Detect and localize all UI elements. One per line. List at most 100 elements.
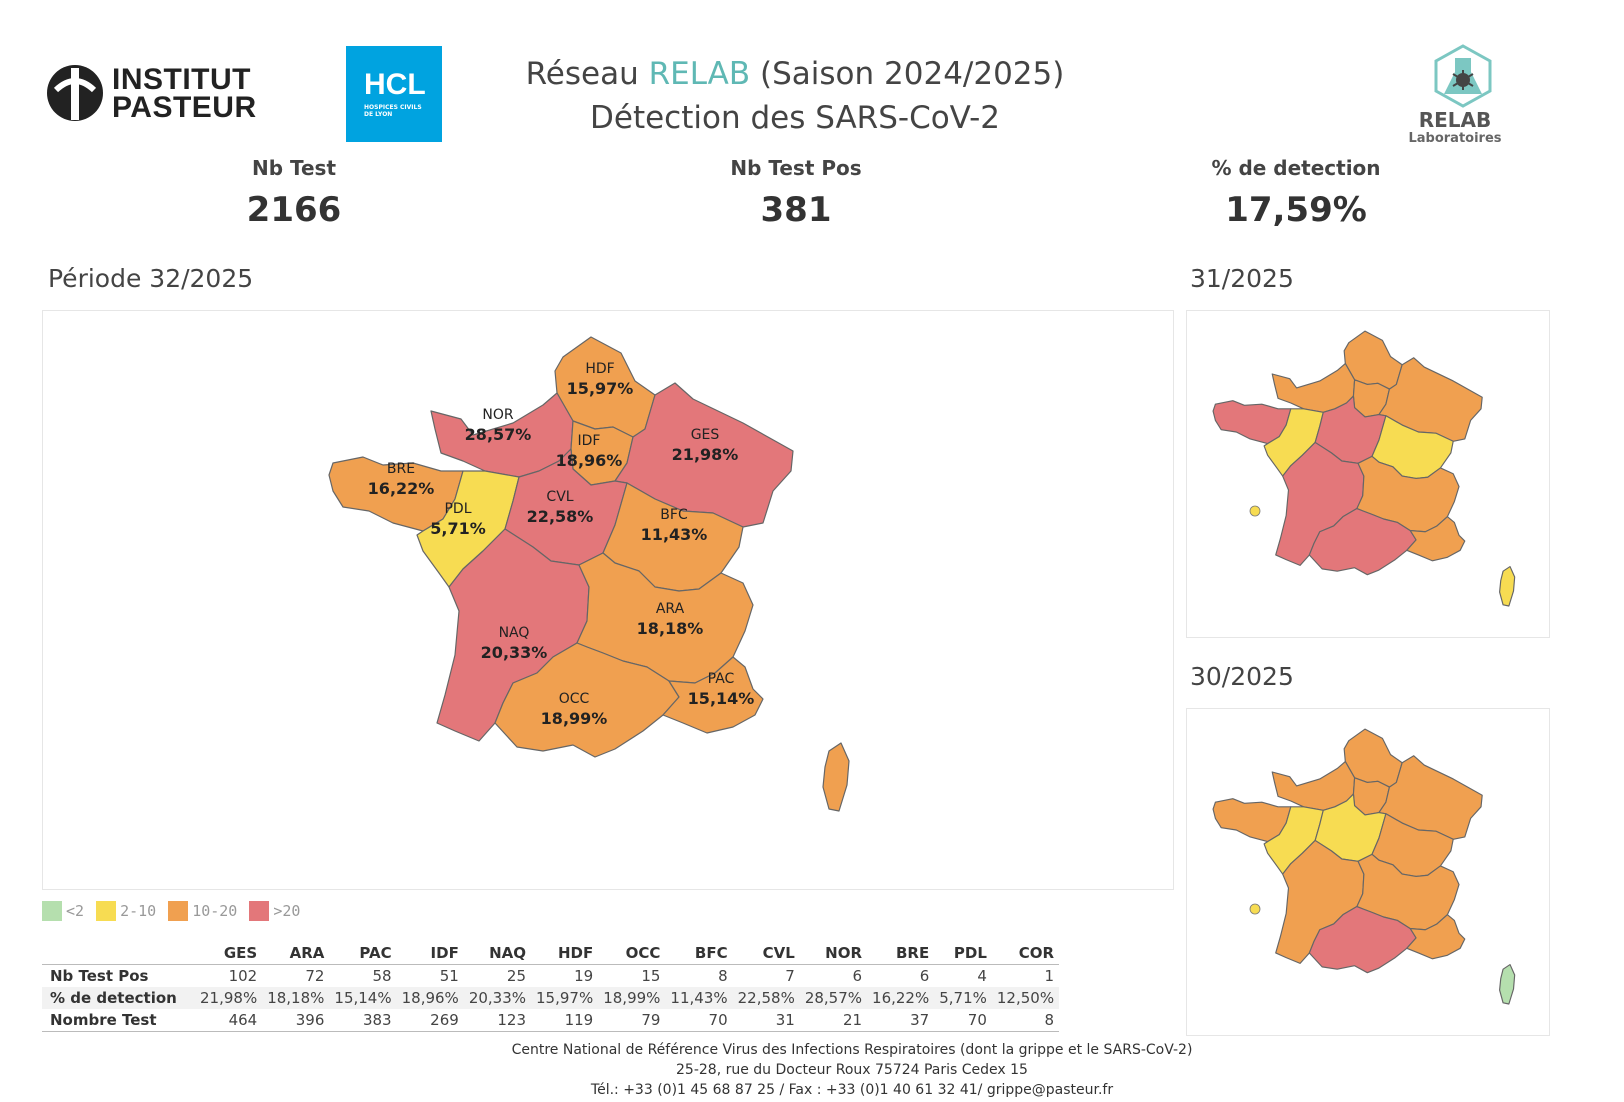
relab-flask-icon	[1434, 44, 1492, 108]
region-value-label: 5,71%	[430, 519, 486, 538]
relab-wordmark: RELAB	[1418, 108, 1492, 132]
region-overseas-dot[interactable]	[1249, 505, 1261, 517]
table-cell: 51	[396, 964, 464, 987]
region-value-label: 20,33%	[481, 643, 548, 662]
table-cell: 18,18%	[262, 987, 330, 1009]
table-cell: 1	[991, 964, 1060, 987]
table-cell: 21,98%	[195, 987, 263, 1009]
region-value-label: 15,14%	[688, 689, 755, 708]
table-cell: 70	[665, 1009, 733, 1032]
table-cell: 8	[665, 964, 733, 987]
table-row-label: Nombre Test	[42, 1009, 195, 1032]
table-cell: 15,14%	[329, 987, 397, 1009]
region-cor[interactable]	[1499, 565, 1516, 607]
side-map-2-title: 30/2025	[1190, 662, 1294, 691]
legend-swatch	[168, 901, 189, 921]
legend-item: <2	[42, 901, 84, 921]
table-cell: 25	[463, 964, 532, 987]
table-cell: 15	[598, 964, 666, 987]
table-column-header: CVL	[762, 944, 795, 962]
table-cell: 58	[329, 964, 397, 987]
legend-item: 2-10	[96, 901, 156, 921]
main-map: HDF 15,97% NOR 28,57% IDF 18,96% GES 21,98% BRE 1…	[328, 336, 850, 812]
region-code-label: OCC	[559, 691, 590, 707]
table-cell: 79	[598, 1009, 666, 1032]
relab-subtitle: Laboratoires	[1408, 131, 1502, 146]
legend-item: >20	[249, 901, 300, 921]
table-cell: 70	[934, 1009, 992, 1032]
table-cell: 6	[799, 964, 868, 987]
kpi-label-nb-test: Nb Test	[251, 156, 337, 180]
region-value-label: 15,97%	[567, 379, 634, 398]
table-cell: 15,97%	[531, 987, 599, 1009]
region-value-label: 21,98%	[672, 445, 739, 464]
table-column-header: PDL	[953, 944, 987, 962]
table-column-header: NOR	[825, 944, 863, 962]
table-cell: 11,43%	[665, 987, 733, 1009]
legend-swatch	[42, 901, 62, 921]
side-map-2	[1212, 728, 1516, 1005]
region-code-label: GES	[691, 427, 720, 443]
side-map-1-title: 31/2025	[1190, 264, 1294, 293]
legend: <2 2-10 10-20 >20	[42, 901, 312, 921]
region-code-label: NOR	[482, 407, 513, 423]
region-code-label: PAC	[708, 671, 735, 687]
region-value-label: 28,57%	[465, 425, 532, 444]
region-value-label: 11,43%	[641, 525, 708, 544]
table-column-header: ARA	[289, 944, 325, 962]
region-code-label: PDL	[444, 501, 471, 517]
table-cell: 31	[732, 1009, 800, 1032]
kpi-value-nb-test-pos: 381	[760, 190, 832, 230]
table-cell: 19	[531, 964, 599, 987]
kpi-value-detection: 17,59%	[1225, 190, 1367, 230]
table-column-header: GES	[223, 944, 258, 962]
table-cell: 383	[329, 1009, 397, 1032]
region-cor[interactable]	[822, 742, 850, 812]
table-cell: 102	[195, 964, 263, 987]
kpi-label-detection: % de detection	[1211, 156, 1381, 180]
institut-pasteur-wordmark: INSTITUT PASTEUR	[112, 63, 257, 124]
table-cell: 119	[531, 1009, 599, 1032]
table-column-header: HDF	[557, 944, 594, 962]
table-cell: 37	[867, 1009, 935, 1032]
kpi-label-nb-test-pos: Nb Test Pos	[730, 156, 862, 180]
table-cell: 8	[991, 1009, 1060, 1032]
region-cor[interactable]	[1499, 963, 1516, 1005]
table-cell: 464	[195, 1009, 263, 1032]
table-cell: 5,71%	[934, 987, 992, 1009]
legend-swatch	[249, 901, 270, 921]
region-code-label: IDF	[578, 433, 601, 449]
table-cell: 28,57%	[799, 987, 868, 1009]
table-cell: 16,22%	[867, 987, 935, 1009]
region-pac[interactable]	[1406, 516, 1466, 562]
region-value-label: 16,22%	[368, 479, 435, 498]
region-value-label: 18,96%	[556, 451, 623, 470]
table-column-header: BFC	[694, 944, 728, 962]
footer-line: 25-28, rue du Docteur Roux 75724 Paris C…	[676, 1062, 1028, 1078]
page-title: Réseau RELAB (Saison 2024/2025) Détectio…	[440, 52, 1150, 140]
table-column-header: OCC	[625, 944, 661, 962]
table-cell: 269	[396, 1009, 464, 1032]
table-cell: 396	[262, 1009, 330, 1032]
region-pac[interactable]	[1406, 914, 1466, 960]
table-cell: 22,58%	[732, 987, 800, 1009]
title-accent: RELAB	[648, 56, 751, 92]
table-column-header: COR	[1018, 944, 1055, 962]
footer-line: Tél.: +33 (0)1 45 68 87 25 / Fax : +33 (…	[590, 1082, 1114, 1098]
main-map-title: Période 32/2025	[48, 264, 254, 293]
table-cell: 18,96%	[396, 987, 464, 1009]
region-code-label: CVL	[546, 489, 573, 505]
region-pac[interactable]	[662, 656, 764, 734]
region-code-label: BFC	[660, 507, 688, 523]
footer-line: Centre National de Référence Virus des I…	[511, 1042, 1193, 1058]
hcl-logo: HCL HOSPICES CIVILS DE LYON	[346, 46, 442, 142]
side-map-1-panel	[1186, 310, 1550, 638]
legend-item: 10-20	[168, 901, 237, 921]
table-column-header: IDF	[430, 944, 459, 962]
region-value-label: 22,58%	[527, 507, 594, 526]
region-value-label: 18,99%	[541, 709, 608, 728]
region-overseas-dot[interactable]	[1249, 903, 1261, 915]
table-cell: 4	[934, 964, 992, 987]
table-row: Nb Test Pos 102 72 58 51 25 19 15 8 7 6 6 4 1	[42, 964, 1060, 987]
page-subtitle: Détection des SARS-CoV-2	[590, 100, 1000, 136]
